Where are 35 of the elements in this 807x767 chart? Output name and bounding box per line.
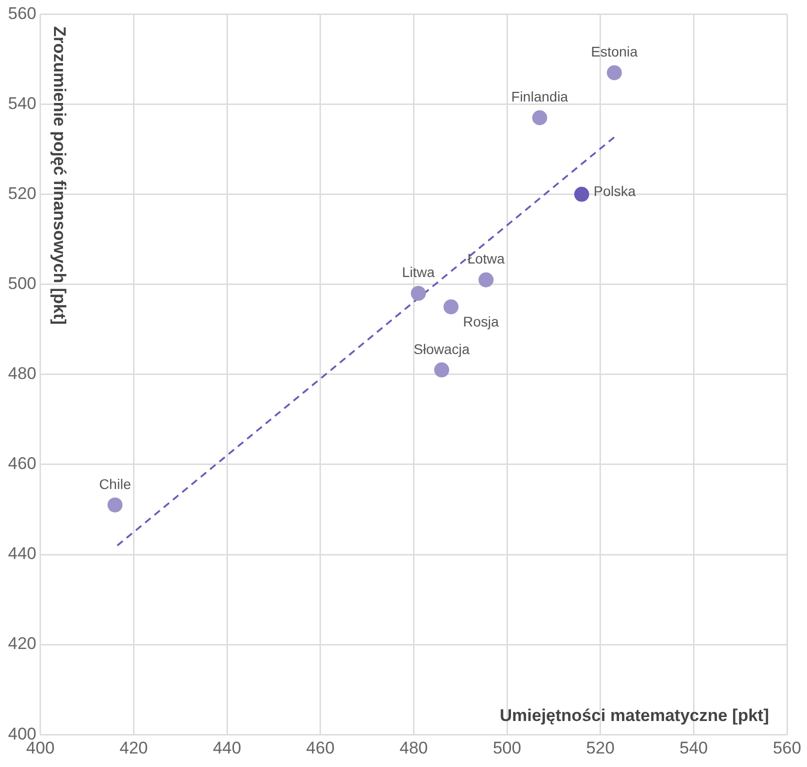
x-tick-label: 500 — [492, 738, 522, 758]
series-label: Polska — [594, 183, 636, 200]
point — [444, 299, 459, 314]
y-tick-label: 460 — [8, 454, 36, 474]
x-tick-label: 560 — [772, 738, 802, 758]
point — [574, 186, 590, 202]
y-tick-label: 500 — [8, 274, 36, 294]
series-label: Finlandia — [511, 88, 568, 105]
x-tick-label: 520 — [586, 738, 615, 758]
series-label: Chile — [99, 476, 132, 492]
y-axis-title: Zrozumienie pojęć finansowych [pkt] — [50, 26, 70, 325]
y-tick-label: 440 — [8, 544, 36, 564]
series-label: Rosja — [463, 314, 500, 330]
x-tick-label: 540 — [679, 738, 708, 758]
y-tick-label: 560 — [8, 4, 36, 23]
point — [478, 272, 494, 288]
x-tick-label: 400 — [26, 738, 55, 758]
y-tick-label: 480 — [8, 364, 36, 384]
y-tick-label: 520 — [8, 184, 36, 203]
point — [434, 362, 450, 378]
point — [606, 65, 622, 80]
x-tick-label: 480 — [399, 738, 428, 758]
y-tick-label: 540 — [8, 94, 36, 113]
x-tick-label: 440 — [212, 738, 242, 758]
point — [532, 110, 548, 126]
series-label: Łotwa — [467, 250, 505, 267]
point — [410, 286, 426, 301]
series-label: Słowacja — [414, 340, 470, 357]
x-axis-title: Umiejętności matematyczne [pkt] — [500, 706, 769, 725]
x-tick-label: 420 — [120, 738, 148, 758]
point — [108, 497, 123, 512]
y-tick-label: 420 — [8, 634, 36, 654]
series-label: Estonia — [590, 44, 638, 60]
x-tick-label: 460 — [306, 738, 335, 758]
series-label: Litwa — [402, 264, 435, 280]
